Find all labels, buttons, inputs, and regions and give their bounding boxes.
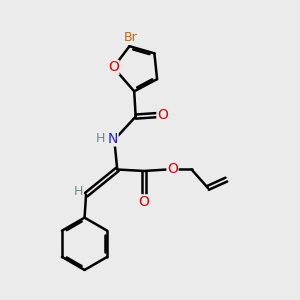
- Text: H: H: [74, 185, 83, 198]
- Text: O: O: [157, 108, 168, 122]
- Text: H: H: [96, 132, 106, 146]
- Text: N: N: [108, 132, 118, 146]
- Text: O: O: [108, 61, 119, 74]
- Text: Br: Br: [124, 32, 138, 44]
- Text: O: O: [167, 163, 178, 176]
- Text: O: O: [139, 195, 149, 209]
